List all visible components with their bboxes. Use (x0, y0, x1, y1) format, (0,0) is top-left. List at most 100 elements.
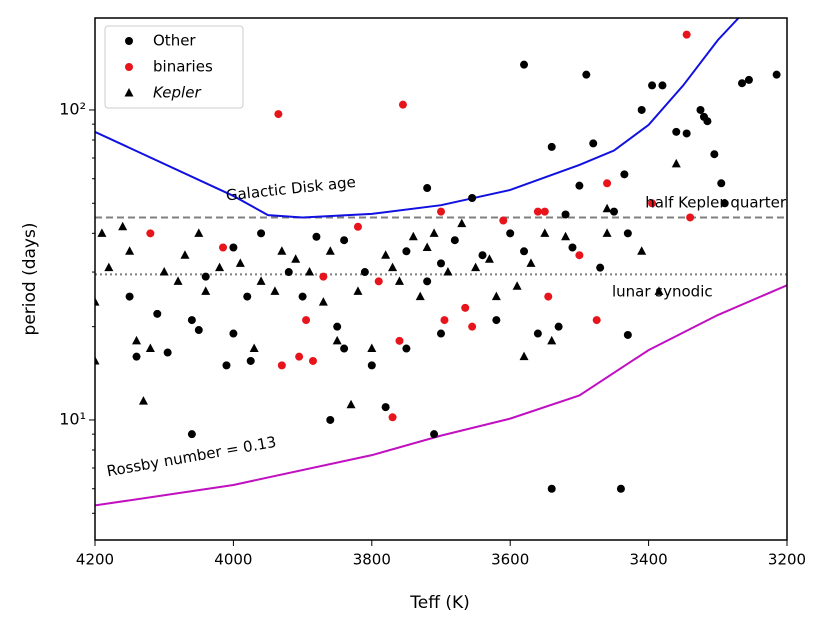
point (603, 179, 612, 188)
point (394, 276, 404, 285)
y-axis-label: period (days) (20, 223, 40, 336)
point (353, 286, 363, 295)
point (215, 262, 225, 272)
point (132, 335, 142, 345)
annotation: Galactic Disk age (225, 173, 357, 205)
point (388, 413, 397, 422)
point (596, 263, 605, 272)
point (499, 216, 508, 225)
point (623, 330, 632, 339)
point (744, 75, 753, 84)
point (318, 297, 328, 306)
annotation: lunar synodic (612, 283, 713, 301)
point (305, 267, 315, 276)
point (246, 356, 255, 365)
point (95, 297, 100, 306)
point (302, 316, 311, 325)
point (547, 484, 556, 493)
point (696, 105, 705, 114)
legend-label: Other (153, 32, 196, 50)
legend-marker (124, 88, 134, 97)
point (274, 110, 283, 119)
point (222, 361, 231, 370)
point (319, 272, 328, 281)
point (471, 262, 481, 272)
point (415, 291, 425, 301)
point (561, 231, 571, 241)
point (540, 207, 549, 216)
point (333, 322, 342, 331)
x-axis-label: Teff (K) (409, 593, 469, 613)
point (422, 242, 432, 252)
point (637, 105, 646, 114)
point (173, 276, 183, 285)
point (332, 335, 342, 345)
point (520, 247, 529, 256)
point (492, 316, 501, 325)
point (512, 281, 522, 290)
point (648, 199, 657, 208)
point (519, 351, 529, 361)
point (326, 415, 335, 424)
point (440, 316, 449, 325)
point (229, 329, 238, 338)
point (437, 259, 445, 268)
point (295, 352, 304, 361)
point (395, 336, 404, 345)
point (340, 344, 349, 353)
point (308, 356, 317, 365)
point (408, 231, 418, 241)
x-tick-label: 3400 (630, 551, 668, 569)
point (575, 181, 584, 190)
legend-marker (125, 37, 133, 45)
x-tick-label: 3600 (491, 551, 529, 569)
point (243, 292, 252, 301)
legend-label: binaries (153, 58, 213, 76)
point (180, 250, 190, 259)
model-curve (95, 284, 787, 507)
point (710, 150, 719, 159)
point (720, 199, 729, 208)
point (187, 316, 196, 325)
y-tick-label: 10² (59, 99, 86, 118)
point (423, 277, 432, 286)
point (533, 207, 542, 216)
point (547, 335, 557, 345)
point (544, 292, 553, 301)
x-tick-label: 3800 (353, 551, 391, 569)
point (360, 268, 369, 277)
point (138, 396, 148, 405)
legend-marker (125, 63, 133, 71)
plot-frame (94, 17, 788, 541)
point (118, 221, 128, 231)
point (506, 229, 515, 238)
point (277, 361, 286, 370)
point (277, 246, 287, 255)
point (429, 228, 439, 237)
point (163, 348, 172, 357)
point (153, 309, 162, 318)
point (381, 250, 391, 259)
point (533, 329, 542, 338)
point (132, 352, 141, 361)
point (772, 70, 781, 79)
point (658, 81, 667, 90)
point (554, 322, 563, 331)
point (686, 213, 695, 222)
point (637, 246, 647, 255)
point (325, 246, 335, 255)
point (402, 344, 411, 353)
point (437, 207, 445, 216)
point (672, 127, 681, 136)
point (284, 268, 293, 277)
legend-box (104, 25, 244, 109)
point (682, 30, 691, 39)
point (547, 142, 556, 151)
point (145, 343, 155, 353)
point (717, 179, 726, 188)
point (367, 343, 377, 353)
point (249, 343, 259, 353)
x-tick-label: 4200 (76, 551, 114, 569)
point (194, 326, 203, 335)
